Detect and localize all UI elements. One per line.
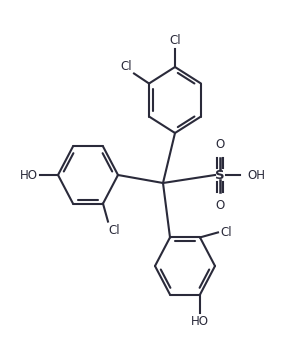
Text: O: O: [215, 199, 225, 212]
Text: HO: HO: [191, 315, 209, 328]
Text: Cl: Cl: [220, 226, 232, 239]
Text: Cl: Cl: [120, 59, 132, 73]
Text: Cl: Cl: [108, 224, 120, 237]
Text: OH: OH: [247, 169, 265, 182]
Text: O: O: [215, 138, 225, 151]
Text: Cl: Cl: [169, 34, 181, 47]
Text: HO: HO: [20, 169, 38, 182]
Text: S: S: [215, 169, 225, 182]
